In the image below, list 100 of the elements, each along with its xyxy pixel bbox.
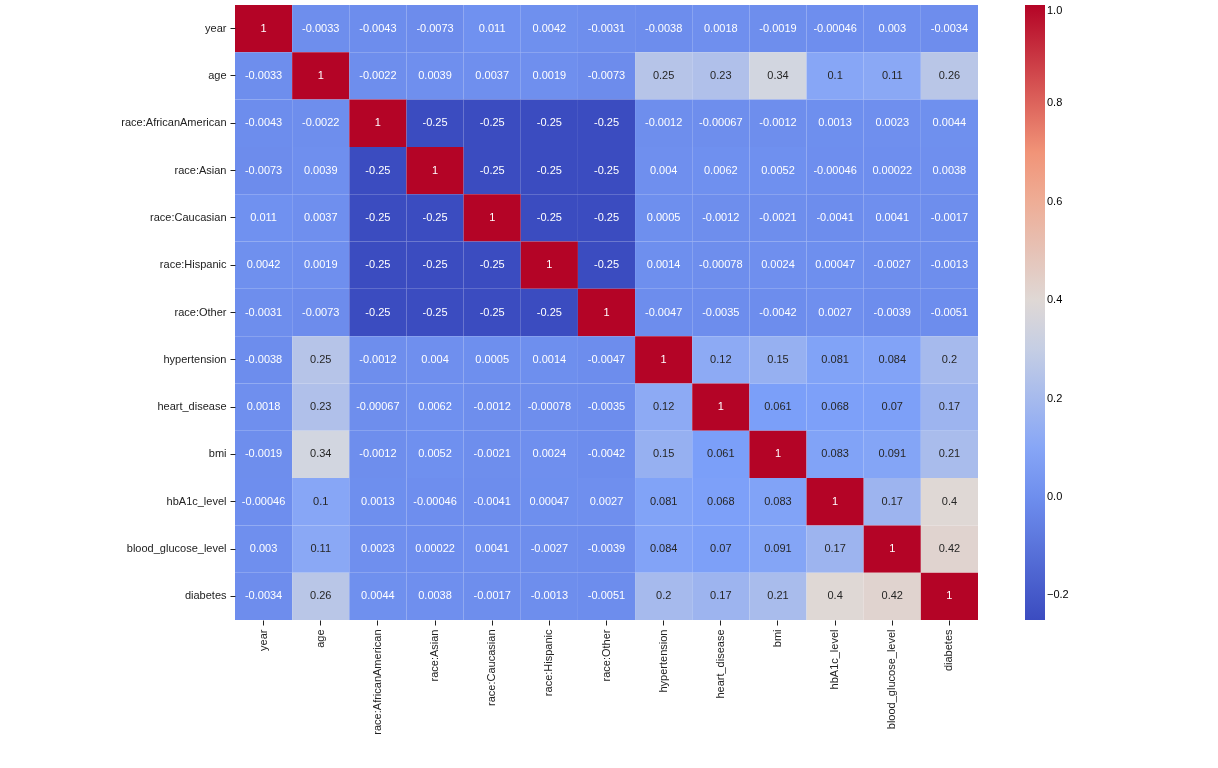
data-label: 0.083 bbox=[821, 447, 849, 460]
x-tick-label: race:Asian bbox=[428, 629, 441, 682]
data-label: -0.0039 bbox=[587, 542, 626, 555]
data-label: 0.17 bbox=[938, 400, 961, 413]
data-label: -0.00078 bbox=[527, 400, 572, 413]
data-label: 1 bbox=[660, 352, 667, 365]
x-tick-label: hypertension bbox=[656, 629, 669, 693]
data-label: -0.0033 bbox=[244, 68, 283, 81]
y-tick-label: heart_disease bbox=[157, 400, 227, 413]
data-label: 0.1 bbox=[313, 494, 329, 507]
y-tick-label: hbA1c_level bbox=[166, 494, 227, 507]
data-label: 0.21 bbox=[767, 589, 789, 602]
data-label: -0.25 bbox=[536, 163, 562, 176]
data-label: 0.15 bbox=[652, 447, 675, 460]
data-label: 0.0024 bbox=[532, 447, 567, 460]
y-tick-label: race:AfricanAmerican bbox=[121, 116, 227, 129]
data-label: -0.25 bbox=[365, 163, 391, 176]
data-label: 0.0018 bbox=[703, 21, 738, 34]
data-label: 0.0013 bbox=[818, 116, 852, 129]
data-label: 0.25 bbox=[310, 352, 332, 365]
y-tick-label: bmi bbox=[208, 447, 227, 460]
data-label: 0.0018 bbox=[246, 400, 281, 413]
x-tick-label: bmi bbox=[770, 629, 783, 648]
data-label: -0.0027 bbox=[873, 258, 911, 271]
data-label: 0.0052 bbox=[418, 447, 452, 460]
data-label: 0.07 bbox=[710, 542, 732, 555]
y-tick-label: race:Hispanic bbox=[159, 258, 227, 271]
data-label: 0.081 bbox=[649, 494, 678, 507]
x-tick-label: heart_disease bbox=[713, 629, 726, 699]
data-label: -0.25 bbox=[479, 258, 505, 271]
data-label: 0.12 bbox=[710, 352, 732, 365]
data-label: 0.17 bbox=[881, 494, 903, 507]
data-label: -0.0042 bbox=[759, 305, 797, 318]
data-label: -0.0043 bbox=[244, 116, 283, 129]
data-label: -0.0034 bbox=[930, 21, 969, 34]
x-tick-label: year bbox=[256, 629, 269, 651]
data-label: 1 bbox=[603, 305, 610, 318]
data-label: 0.0044 bbox=[361, 589, 395, 602]
data-label: 0.0023 bbox=[875, 116, 910, 129]
data-label: -0.0051 bbox=[930, 305, 969, 318]
color-bar-label: 0.2 bbox=[1047, 391, 1063, 404]
data-label: -0.0021 bbox=[473, 447, 511, 460]
data-label: 0.2 bbox=[941, 352, 958, 365]
data-label: -0.25 bbox=[536, 305, 562, 318]
data-label: -0.00067 bbox=[699, 116, 743, 129]
data-label: -0.25 bbox=[422, 210, 448, 223]
data-label: 0.11 bbox=[881, 68, 903, 81]
data-label: -0.0031 bbox=[244, 305, 283, 318]
data-label: 0.25 bbox=[652, 68, 675, 81]
data-label: 0.00022 bbox=[415, 542, 455, 555]
data-label: -0.0041 bbox=[816, 210, 854, 223]
data-label: -0.00046 bbox=[813, 21, 857, 34]
data-label: -0.0047 bbox=[645, 305, 683, 318]
data-label: 0.11 bbox=[310, 542, 332, 555]
data-label: -0.25 bbox=[593, 210, 620, 223]
data-label: 0.17 bbox=[824, 542, 846, 555]
data-label: -0.0012 bbox=[359, 447, 397, 460]
data-label: 0.0027 bbox=[818, 305, 852, 318]
data-label: 0.003 bbox=[878, 21, 907, 34]
color-bar-label: −0.2 bbox=[1047, 588, 1069, 601]
data-label: 0.061 bbox=[764, 400, 792, 413]
data-label: -0.0021 bbox=[759, 210, 797, 223]
data-label: -0.00046 bbox=[813, 163, 857, 176]
x-tick-label: hbA1c_level bbox=[828, 629, 841, 690]
data-label: -0.0022 bbox=[302, 116, 340, 129]
data-label: -0.25 bbox=[593, 258, 620, 271]
data-label: 0.0042 bbox=[532, 21, 567, 34]
data-label: 0.011 bbox=[250, 210, 277, 223]
data-label: -0.0051 bbox=[587, 589, 626, 602]
data-label: 0.0013 bbox=[361, 494, 395, 507]
data-label: -0.0073 bbox=[587, 68, 626, 81]
data-label: 0.26 bbox=[938, 68, 961, 81]
data-label: -0.0019 bbox=[244, 447, 283, 460]
x-tick-label: diabetes bbox=[942, 629, 955, 672]
data-label: 0.091 bbox=[764, 542, 792, 555]
data-label: 0.003 bbox=[249, 542, 278, 555]
data-label: -0.25 bbox=[479, 116, 505, 129]
data-label: 0.011 bbox=[478, 21, 506, 34]
data-label: 0.26 bbox=[310, 589, 332, 602]
data-label: -0.25 bbox=[422, 116, 448, 129]
data-label: 0.0023 bbox=[361, 542, 395, 555]
y-tick-label: year bbox=[205, 21, 227, 34]
data-label: -0.0047 bbox=[587, 352, 626, 365]
data-label: 0.083 bbox=[764, 494, 792, 507]
data-label: 0.061 bbox=[707, 447, 735, 460]
color-bar-label: 1.0 bbox=[1047, 4, 1063, 16]
data-label: 1 bbox=[946, 589, 953, 602]
data-label: 0.07 bbox=[881, 400, 903, 413]
data-label: 0.0037 bbox=[303, 210, 338, 223]
data-label: 1 bbox=[317, 68, 324, 81]
data-label: -0.0042 bbox=[587, 447, 626, 460]
data-label: -0.25 bbox=[479, 163, 505, 176]
data-label: 1 bbox=[774, 447, 782, 460]
data-label: -0.0012 bbox=[759, 116, 797, 129]
data-label: -0.0022 bbox=[359, 68, 397, 81]
x-tick-label: race:AfricanAmerican bbox=[370, 629, 383, 735]
data-label: 0.0037 bbox=[475, 68, 510, 81]
x-tick-label: race:Hispanic bbox=[542, 629, 555, 697]
data-label: 0.068 bbox=[821, 400, 849, 413]
data-label: -0.0019 bbox=[759, 21, 797, 34]
